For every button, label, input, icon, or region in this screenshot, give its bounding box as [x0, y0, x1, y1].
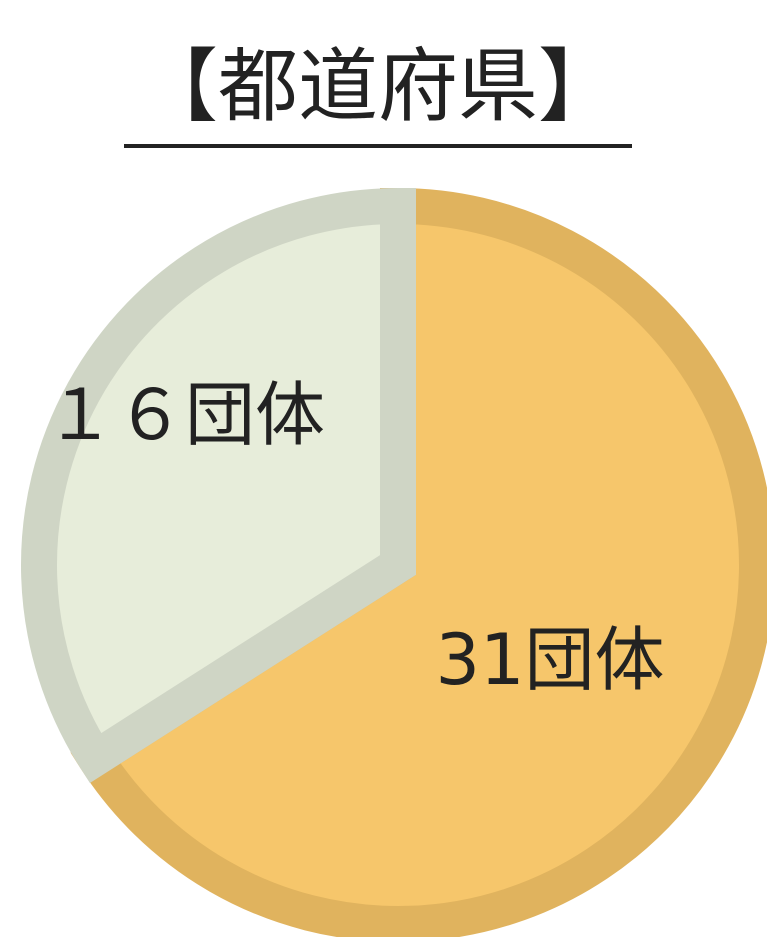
- pie-slice: [70, 187, 767, 937]
- pie: [21, 187, 767, 937]
- data-label: １６団体: [45, 374, 325, 456]
- pie-slice: [21, 187, 416, 784]
- data-label: 31団体: [435, 619, 664, 701]
- chart-title: 【都道府県】: [138, 40, 618, 133]
